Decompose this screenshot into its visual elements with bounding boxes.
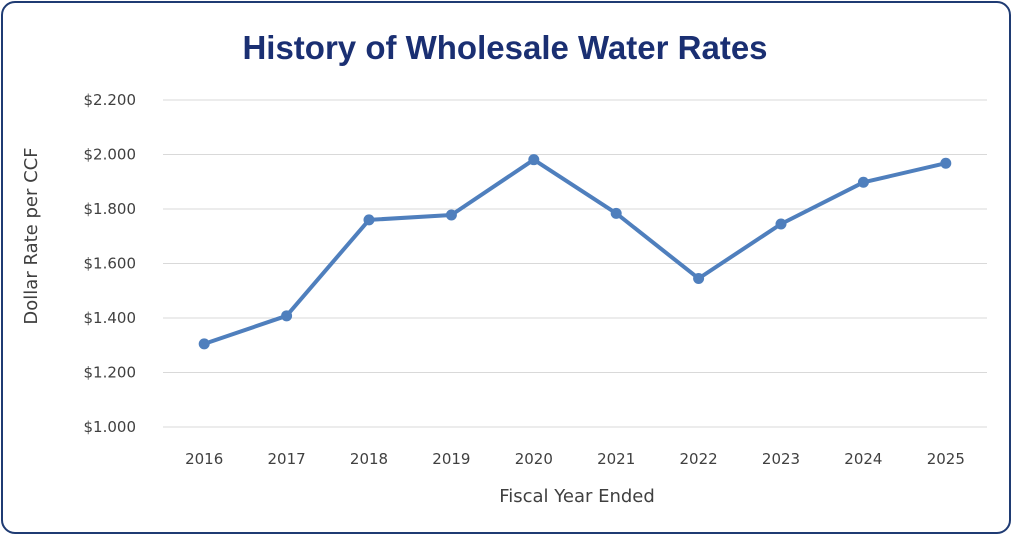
series-line (202, 157, 948, 346)
y-tick-label: $2.000 (84, 146, 137, 164)
data-point (528, 154, 540, 166)
data-point (198, 338, 210, 350)
data-point (281, 310, 293, 322)
gridlines (163, 99, 987, 428)
x-tick-label: 2017 (268, 450, 306, 468)
y-tick-label: $1.000 (84, 418, 137, 436)
data-point (363, 214, 375, 226)
y-tick-label: $1.400 (84, 309, 137, 327)
data-point (610, 207, 622, 219)
x-axis-ticks: 2016 2017 2018 2019 2020 2021 2022 2023 2024 2025 (185, 450, 965, 468)
y-tick-label: $1.600 (84, 255, 137, 273)
chart-title: History of Wholesale Water Rates (242, 29, 767, 66)
x-tick-label: 2020 (515, 450, 553, 468)
x-tick-label: 2024 (844, 450, 882, 468)
data-point (693, 272, 705, 284)
y-tick-label: $1.200 (84, 364, 137, 382)
x-tick-label: 2019 (432, 450, 470, 468)
y-axis-ticks: $1.000 $1.200 $1.400 $1.600 $1.800 $2.000 $2.2… (84, 91, 137, 436)
x-tick-label: 2018 (350, 450, 388, 468)
y-axis-label: Dollar Rate per CCF (21, 147, 42, 324)
y-tick-label: $2.200 (84, 91, 137, 109)
x-axis-label: Fiscal Year Ended (499, 486, 655, 507)
x-tick-label: 2016 (185, 450, 223, 468)
y-tick-label: $1.800 (84, 200, 137, 218)
x-tick-label: 2022 (680, 450, 718, 468)
data-points (198, 154, 952, 350)
data-point (940, 157, 952, 169)
x-tick-label: 2025 (927, 450, 965, 468)
data-point (775, 218, 787, 230)
x-tick-label: 2023 (762, 450, 800, 468)
data-point (857, 176, 869, 188)
x-tick-label: 2021 (597, 450, 635, 468)
data-point (445, 209, 457, 221)
